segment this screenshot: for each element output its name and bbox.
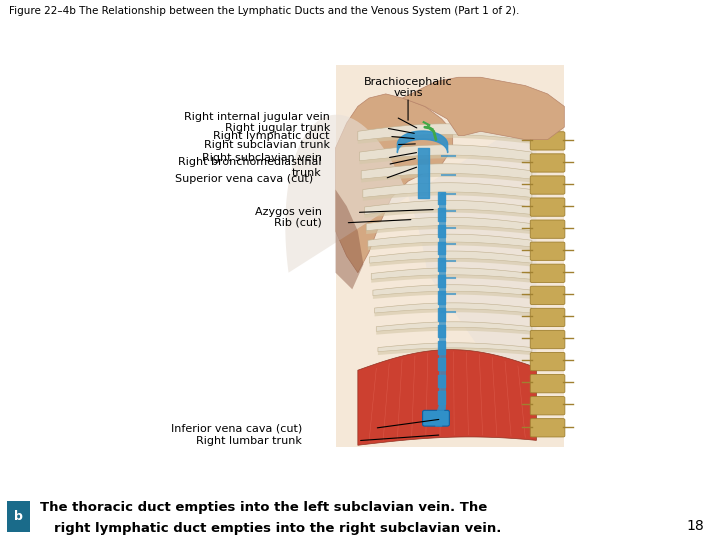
Polygon shape	[358, 349, 536, 445]
Polygon shape	[363, 183, 532, 198]
Text: Right lumbar trunk: Right lumbar trunk	[196, 436, 302, 446]
Polygon shape	[366, 217, 532, 231]
Polygon shape	[368, 234, 532, 247]
Polygon shape	[374, 303, 532, 313]
Text: Right lymphatic duct: Right lymphatic duct	[213, 131, 330, 141]
FancyBboxPatch shape	[530, 375, 565, 393]
Polygon shape	[361, 164, 532, 179]
Polygon shape	[358, 124, 532, 140]
Polygon shape	[336, 65, 564, 447]
Polygon shape	[359, 145, 532, 161]
FancyBboxPatch shape	[530, 154, 565, 172]
Text: Right internal jugular vein: Right internal jugular vein	[184, 112, 330, 122]
Polygon shape	[336, 190, 364, 289]
Text: Right subclavian trunk: Right subclavian trunk	[204, 140, 330, 150]
Polygon shape	[374, 309, 532, 316]
Polygon shape	[377, 327, 532, 335]
FancyBboxPatch shape	[530, 330, 565, 349]
Text: Right jugular trunk: Right jugular trunk	[225, 123, 330, 133]
Text: b: b	[14, 510, 23, 523]
FancyBboxPatch shape	[7, 501, 30, 532]
Text: The thoracic duct empties into the left subclavian vein. The: The thoracic duct empties into the left …	[40, 501, 487, 514]
Polygon shape	[369, 259, 532, 266]
Text: Right subclavian vein: Right subclavian vein	[202, 153, 322, 163]
Polygon shape	[358, 134, 532, 144]
Polygon shape	[402, 77, 564, 140]
FancyBboxPatch shape	[530, 132, 565, 150]
Text: Right bronchomediastinal
trunk: Right bronchomediastinal trunk	[178, 157, 322, 178]
Polygon shape	[372, 268, 532, 279]
FancyBboxPatch shape	[530, 418, 565, 437]
Polygon shape	[378, 348, 532, 355]
Polygon shape	[366, 226, 532, 234]
FancyBboxPatch shape	[530, 198, 565, 216]
FancyBboxPatch shape	[530, 396, 565, 415]
FancyBboxPatch shape	[423, 410, 449, 426]
Polygon shape	[359, 155, 532, 164]
Text: 18: 18	[686, 519, 704, 534]
FancyBboxPatch shape	[530, 286, 565, 305]
FancyBboxPatch shape	[530, 220, 565, 238]
Polygon shape	[336, 94, 453, 273]
Polygon shape	[373, 291, 532, 299]
Polygon shape	[285, 114, 536, 431]
Text: Inferior vena cava (cut): Inferior vena cava (cut)	[171, 423, 302, 433]
FancyBboxPatch shape	[530, 264, 565, 282]
FancyBboxPatch shape	[530, 353, 565, 371]
Text: Rib (cut): Rib (cut)	[274, 218, 322, 228]
Polygon shape	[377, 322, 532, 332]
FancyBboxPatch shape	[530, 242, 565, 260]
Polygon shape	[363, 192, 532, 201]
FancyBboxPatch shape	[530, 176, 565, 194]
Text: right lymphatic duct empties into the right subclavian vein.: right lymphatic duct empties into the ri…	[54, 522, 501, 535]
Polygon shape	[369, 251, 532, 263]
Text: Azygos vein: Azygos vein	[255, 207, 322, 218]
Polygon shape	[368, 242, 532, 250]
Polygon shape	[373, 285, 532, 295]
Polygon shape	[364, 200, 532, 214]
Text: Superior vena cava (cut): Superior vena cava (cut)	[175, 174, 313, 184]
Polygon shape	[378, 343, 532, 352]
Text: Figure 22–4b The Relationship between the Lymphatic Ducts and the Venous System : Figure 22–4b The Relationship between th…	[9, 6, 519, 17]
Text: Brachiocephalic
veins: Brachiocephalic veins	[364, 77, 452, 98]
Polygon shape	[364, 209, 532, 218]
Polygon shape	[361, 173, 532, 183]
Polygon shape	[372, 275, 532, 282]
FancyBboxPatch shape	[530, 308, 565, 327]
